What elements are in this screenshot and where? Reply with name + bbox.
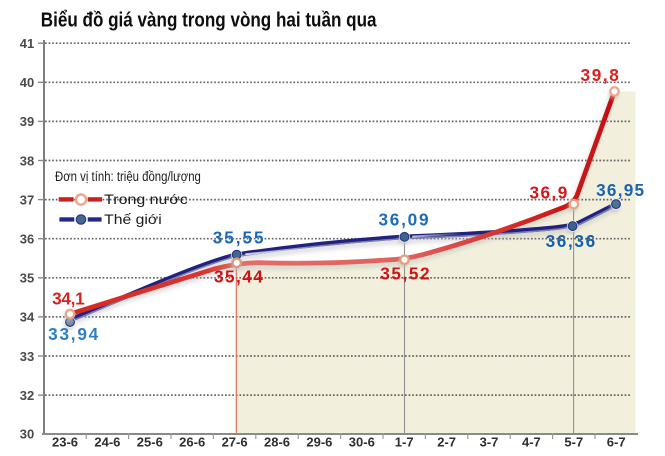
svg-text:39: 39 — [20, 114, 34, 129]
svg-text:1-7: 1-7 — [395, 435, 414, 450]
svg-text:37: 37 — [20, 192, 34, 207]
svg-text:35,52: 35,52 — [380, 263, 429, 283]
svg-text:36,36: 36,36 — [546, 231, 596, 251]
svg-text:33: 33 — [20, 349, 34, 364]
svg-text:33,94: 33,94 — [48, 324, 99, 344]
svg-text:2-7: 2-7 — [437, 435, 456, 450]
svg-text:36: 36 — [20, 232, 34, 247]
svg-text:35,44: 35,44 — [214, 267, 263, 287]
svg-text:34,1: 34,1 — [52, 289, 85, 309]
svg-text:24-6: 24-6 — [94, 435, 120, 450]
svg-text:38: 38 — [20, 153, 34, 168]
svg-text:Đơn vị tính: triệu đồng/lượng: Đơn vị tính: triệu đồng/lượng — [55, 169, 201, 184]
svg-text:29-6: 29-6 — [306, 435, 332, 450]
svg-text:4-7: 4-7 — [522, 435, 541, 450]
svg-text:36,9: 36,9 — [529, 183, 567, 203]
svg-text:26-6: 26-6 — [179, 435, 205, 450]
svg-text:25-6: 25-6 — [137, 435, 163, 450]
svg-text:Biểu đồ giá vàng trong vòng ha: Biểu đồ giá vàng trong vòng hai tuần qua — [41, 10, 377, 32]
svg-text:30-6: 30-6 — [349, 435, 375, 450]
svg-text:Trong nước: Trong nước — [104, 191, 188, 207]
svg-text:35,55: 35,55 — [213, 227, 264, 247]
svg-text:36,95: 36,95 — [596, 180, 644, 200]
svg-text:41: 41 — [20, 36, 34, 51]
svg-text:Thế giới: Thế giới — [104, 211, 162, 227]
svg-text:35: 35 — [20, 271, 34, 286]
svg-text:40: 40 — [20, 75, 34, 90]
svg-text:28-6: 28-6 — [264, 435, 290, 450]
svg-text:36,09: 36,09 — [378, 209, 428, 229]
svg-text:30: 30 — [20, 427, 34, 442]
svg-text:34: 34 — [20, 310, 35, 325]
svg-text:23-6: 23-6 — [52, 435, 78, 450]
svg-text:32: 32 — [20, 388, 34, 403]
svg-text:39,8: 39,8 — [581, 65, 620, 85]
svg-text:3-7: 3-7 — [480, 435, 499, 450]
svg-text:5-7: 5-7 — [564, 435, 583, 450]
svg-text:6-7: 6-7 — [607, 435, 626, 450]
svg-text:27-6: 27-6 — [222, 435, 248, 450]
